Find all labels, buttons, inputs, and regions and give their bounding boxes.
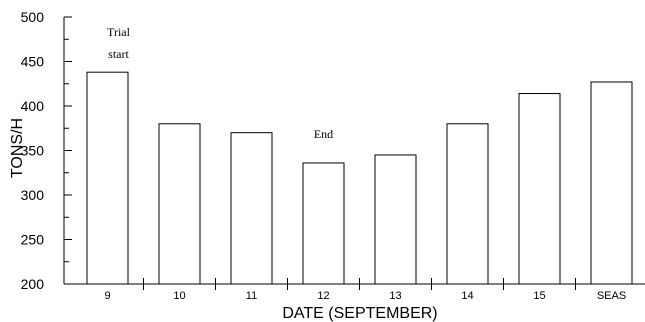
x-tick-label: 10 <box>173 290 185 302</box>
bar <box>446 123 489 285</box>
bar <box>158 123 201 285</box>
annotation-text: start <box>108 47 129 61</box>
bar <box>590 81 633 285</box>
x-tick-label: 12 <box>317 290 329 302</box>
annotation-text: Trial <box>107 25 131 39</box>
y-tick-label: 500 <box>21 9 45 25</box>
x-tick-label: 9 <box>104 290 110 302</box>
y-tick-label: 400 <box>21 98 45 114</box>
x-ticks-group: 9 10 11 12 13 14 15 SEAS <box>104 278 626 302</box>
bars-group <box>86 71 633 285</box>
y-ticks-group: 200 250 300 350 400 450 500 <box>21 9 72 292</box>
x-tick-label: SEAS <box>597 290 626 302</box>
x-tick-label: 13 <box>389 290 401 302</box>
x-axis-title: DATE (SEPTEMBER) <box>282 305 437 322</box>
y-axis-title: TONS/H <box>9 118 26 178</box>
bar <box>374 154 417 285</box>
annotation-text: End <box>314 127 333 141</box>
y-tick-label: 300 <box>21 187 45 203</box>
bar <box>302 162 345 285</box>
x-tick-label: 15 <box>533 290 545 302</box>
annotations-group: Trial start End <box>107 25 333 141</box>
bar <box>86 71 129 285</box>
y-tick-label: 450 <box>21 54 45 70</box>
y-tick-label: 350 <box>21 143 45 159</box>
bar <box>230 132 273 285</box>
bar <box>518 93 561 285</box>
y-tick-label: 200 <box>21 276 45 292</box>
x-tick-label: 14 <box>461 290 473 302</box>
x-tick-label: 11 <box>246 290 257 302</box>
y-tick-label: 250 <box>21 232 45 248</box>
